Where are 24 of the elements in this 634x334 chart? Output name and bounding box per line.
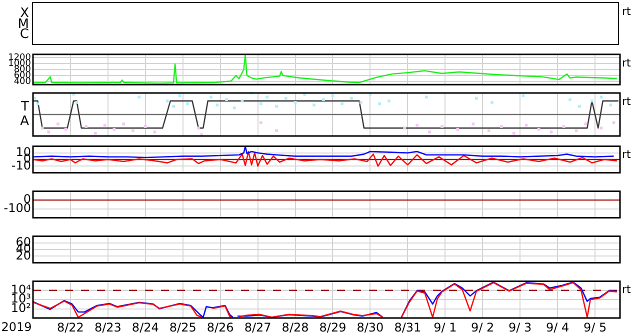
x-tick-label: 8/25 xyxy=(169,320,196,334)
x-tick-label: 8/29 xyxy=(319,320,346,334)
x-tick-label: 9/ 2 xyxy=(471,320,494,334)
x-tick-label: 8/23 xyxy=(94,320,122,334)
x-tick-label: 8/31 xyxy=(394,320,422,334)
text: rt xyxy=(622,56,632,70)
text: rt xyxy=(622,283,632,296)
x-axis-title: 2019 xyxy=(1,320,32,334)
x-tick-label: 8/30 xyxy=(356,320,384,334)
x-tick-label: 9/ 4 xyxy=(546,320,570,334)
text: rt xyxy=(622,94,632,108)
text: T xyxy=(20,100,30,115)
text: rt xyxy=(622,5,631,18)
y-tick-label: 400 xyxy=(14,76,32,87)
text: rt xyxy=(622,148,632,162)
x-tick-label: 9/ 1 xyxy=(434,320,457,334)
x-tick-label: 8/22 xyxy=(56,320,84,334)
x-tick-label: 8/24 xyxy=(132,320,159,334)
x-tick-label: 8/27 xyxy=(244,320,272,334)
x-tick-label: 8/26 xyxy=(206,320,234,334)
x-tick-label: 9/ 5 xyxy=(583,320,607,334)
x-tick-label: 8/28 xyxy=(282,320,309,334)
x-tick-label: 9/ 3 xyxy=(508,320,532,334)
text: A xyxy=(20,114,30,130)
